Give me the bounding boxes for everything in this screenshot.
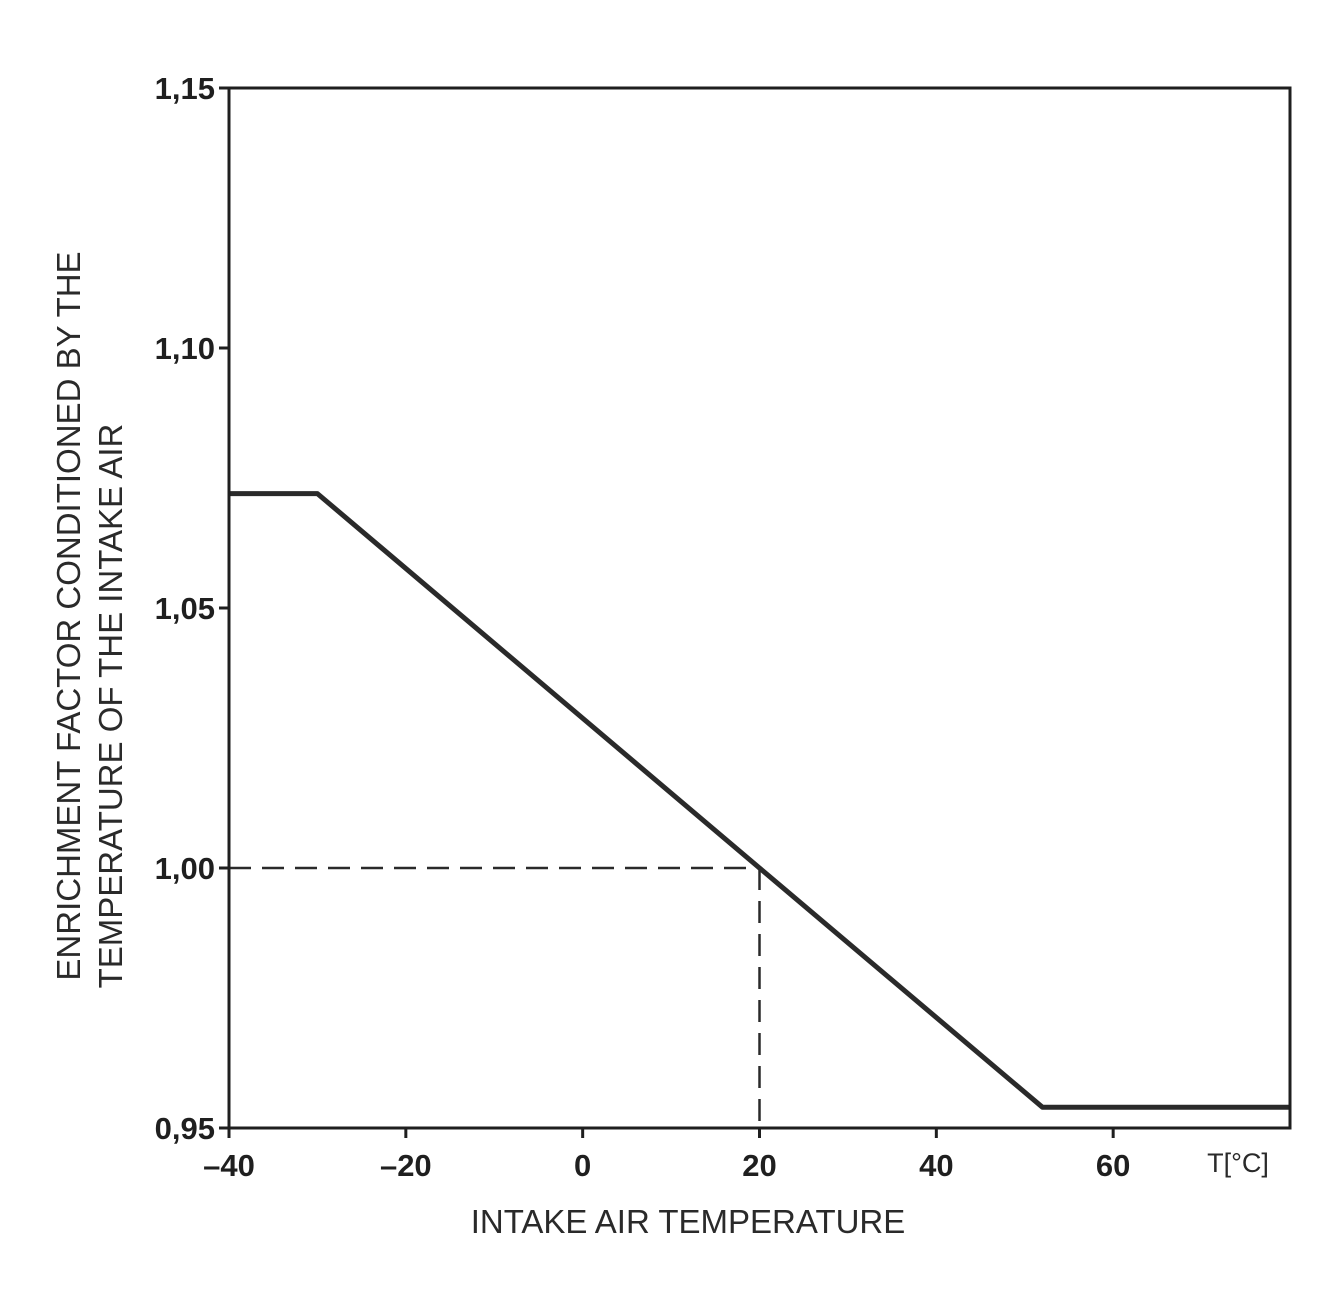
x-tick-label: –40 xyxy=(203,1148,255,1183)
plot-frame xyxy=(227,86,1292,1130)
y-axis-title-line-1: ENRICHMENT FACTOR CONDITIONED BY THE xyxy=(50,251,87,980)
series-line xyxy=(229,491,1290,1110)
y-ticks: 0,95 1,00 1,05 1,10 1,15 xyxy=(155,71,229,1146)
y-tick-label: 1,05 xyxy=(155,591,215,626)
x-ticks: –40 –20 0 20 40 60 xyxy=(203,1128,1130,1183)
y-tick-label: 1,00 xyxy=(155,851,215,886)
x-tick-label: 0 xyxy=(574,1148,591,1183)
x-tick-label: 40 xyxy=(919,1148,953,1183)
y-axis-title: ENRICHMENT FACTOR CONDITIONED BY THE TEM… xyxy=(50,251,129,988)
y-tick-label: 0,95 xyxy=(155,1111,215,1146)
x-tick-label: 60 xyxy=(1096,1148,1130,1183)
x-axis-unit-label: T[°C] xyxy=(1207,1148,1269,1178)
data-series xyxy=(229,491,1290,1110)
x-axis-title: INTAKE AIR TEMPERATURE xyxy=(471,1203,906,1240)
y-axis-title-line-2: TEMPERATURE OF THE INTAKE AIR xyxy=(92,424,129,989)
y-tick-label: 1,10 xyxy=(155,331,215,366)
y-tick-label: 1,15 xyxy=(155,71,215,106)
reference-lines xyxy=(229,866,761,1128)
x-tick-label: 20 xyxy=(742,1148,776,1183)
x-tick-label: –20 xyxy=(380,1148,432,1183)
